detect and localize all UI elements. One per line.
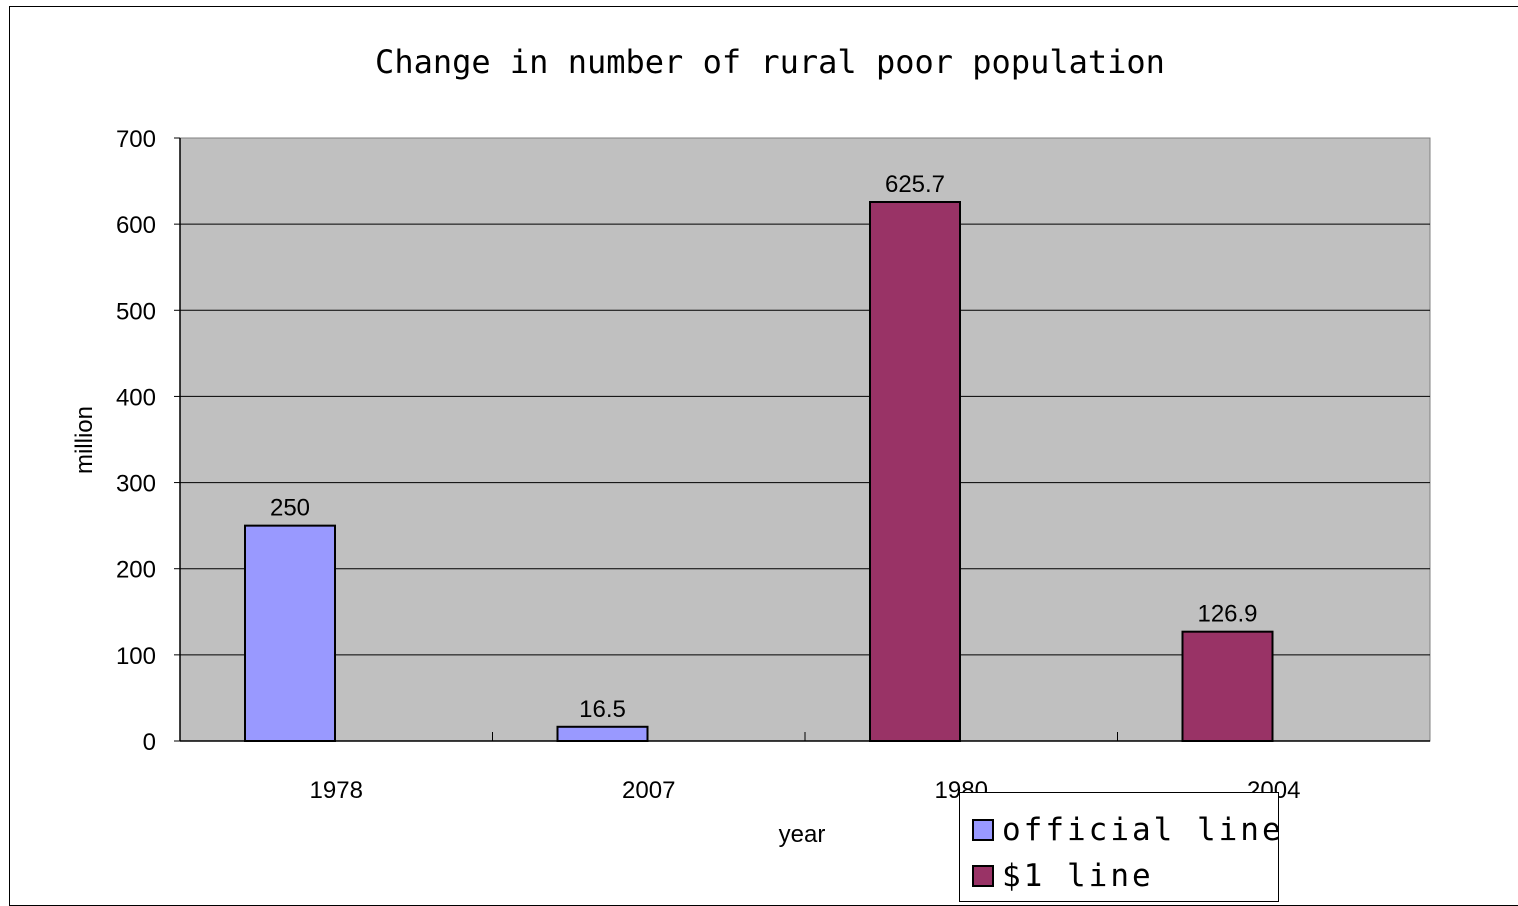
y-tick-label-600: 600: [116, 212, 156, 239]
bar-1980-series-1: [869, 201, 961, 742]
x-tick-label-1978: 1978: [310, 777, 363, 804]
legend-item-dollar: $1 line: [972, 856, 1154, 896]
legend-swatch-official: [972, 819, 994, 841]
data-label-1978: 250: [270, 495, 310, 522]
y-tick-label-500: 500: [116, 298, 156, 325]
chart-title: Change in number of rural poor populatio…: [375, 43, 1165, 81]
y-axis-title: million: [71, 406, 98, 474]
legend-label-dollar: $1 line: [1002, 858, 1154, 894]
bar-2004-series-1: [1181, 630, 1274, 742]
y-tick-label-700: 700: [116, 126, 156, 153]
data-label-2004: 126.9: [1197, 601, 1257, 628]
x-tick-label-2007: 2007: [622, 777, 675, 804]
legend-swatch-dollar: [972, 865, 994, 887]
y-tick-label-100: 100: [116, 643, 156, 670]
y-tick-label-200: 200: [116, 557, 156, 584]
y-tick-label-0: 0: [143, 729, 156, 756]
y-tick-label-400: 400: [116, 384, 156, 411]
bar-1978-series-0: [244, 524, 336, 743]
data-label-2007: 16.5: [579, 696, 626, 723]
x-axis-title: year: [779, 821, 826, 848]
legend-item-official: official line: [972, 810, 1284, 850]
legend-label-official: official line: [1002, 812, 1284, 848]
bar-2007-series-0: [556, 725, 649, 743]
chart-svg: 01002003004005006007001978250200716.5198…: [71, 43, 1431, 848]
data-label-1980: 625.7: [885, 171, 945, 198]
y-tick-label-300: 300: [116, 471, 156, 498]
